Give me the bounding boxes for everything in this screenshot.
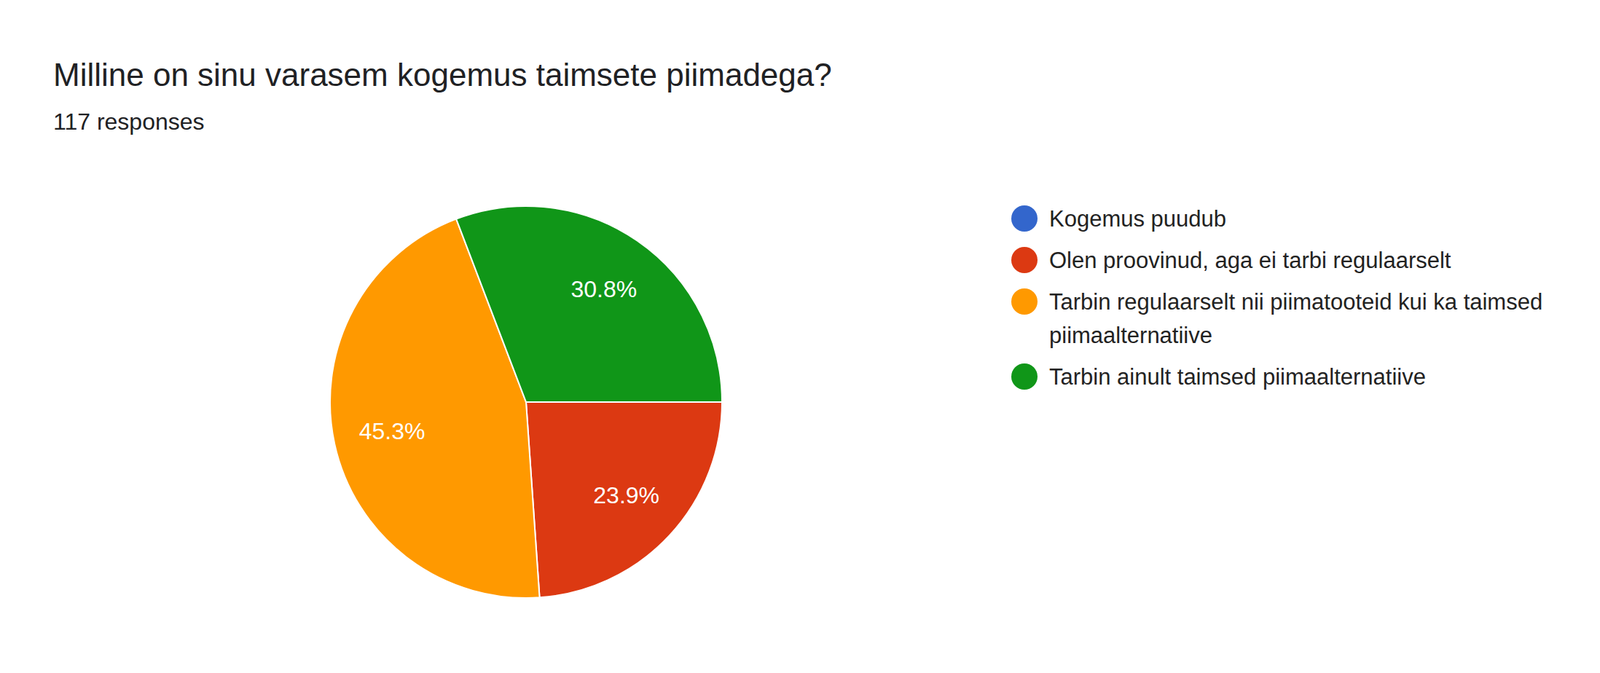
pie-slice xyxy=(526,402,723,598)
legend: Kogemus puudub Olen proovinud, aga ei tar… xyxy=(1011,205,1543,390)
data-labels: 23.9% 45.3% 30.8% xyxy=(359,276,660,510)
legend-swatch xyxy=(1011,363,1038,390)
legend-swatch xyxy=(1011,246,1038,274)
legend-swatch xyxy=(1011,288,1038,315)
subtitle: 117 responses xyxy=(53,108,205,135)
pie-slice xyxy=(456,206,723,403)
legend-swatch xyxy=(1011,205,1038,232)
pie xyxy=(330,206,723,599)
data-label: 45.3% xyxy=(359,418,426,445)
legend-label: Kogemus puudub xyxy=(1049,206,1227,232)
legend-label: Tarbin ainult taimsed piimaalternatiive xyxy=(1049,364,1426,390)
legend-label: Tarbin regulaarselt nii piimatooteid kui… xyxy=(1049,289,1543,349)
title: Milline on sinu varasem kogemus taimsete… xyxy=(53,56,833,93)
data-label: 23.9% xyxy=(593,482,660,509)
background xyxy=(0,0,1600,673)
chart: Milline on sinu varasem kogemus taimsete… xyxy=(0,0,1600,673)
legend-label: Olen proovinud, aga ei tarbi regulaarsel… xyxy=(1049,247,1452,274)
data-label: 30.8% xyxy=(570,276,637,303)
